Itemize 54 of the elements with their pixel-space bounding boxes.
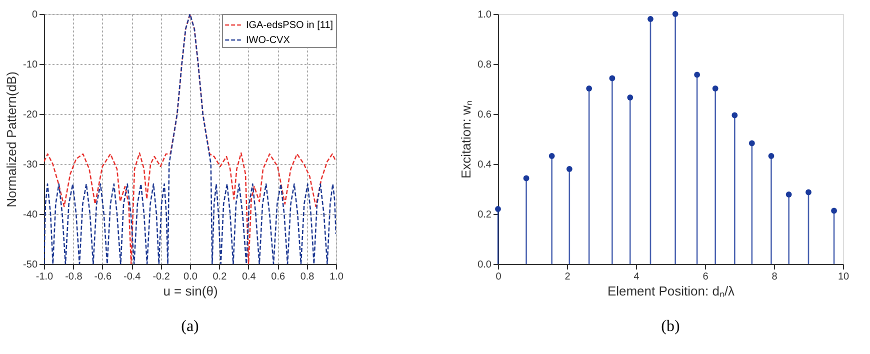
- point: [712, 86, 718, 92]
- y-tick-label: 0.2: [478, 210, 492, 220]
- x-tick-label: 2: [564, 272, 571, 282]
- y-tick-label: 0.6: [478, 110, 492, 120]
- x-tick-label: 10: [838, 272, 850, 282]
- point: [609, 75, 616, 82]
- x-tick-label: 0.8: [300, 272, 315, 282]
- point: [831, 208, 837, 214]
- x-axis-title: u = sin(θ): [163, 284, 218, 298]
- x-tick-label: -1.0: [36, 272, 54, 282]
- point: [548, 153, 555, 159]
- x-tick-label: 6: [702, 272, 709, 282]
- x-tick-label: 1.0: [330, 272, 344, 282]
- x-tick-label: -0.2: [152, 272, 170, 282]
- text: (b): [661, 318, 680, 335]
- point: [523, 175, 530, 182]
- y-tick-label: 0: [32, 10, 38, 20]
- point: [586, 86, 592, 92]
- point: [748, 140, 755, 146]
- y-axis-title: Normalized Pattern(dB): [4, 72, 20, 208]
- y-tick-label: -40: [23, 210, 38, 220]
- y-axis-title: Excitation: wₙ: [458, 100, 474, 178]
- x-tick-label: -0.8: [65, 272, 83, 282]
- x-tick-label: -0.4: [123, 272, 142, 282]
- x-tick-label: 0.0: [184, 272, 198, 282]
- y-tick-label: 1.0: [478, 10, 492, 20]
- y-tick-label: 0.4: [478, 160, 492, 170]
- point: [694, 72, 700, 78]
- y-tick-label: -20: [23, 110, 38, 120]
- point: [672, 11, 678, 17]
- x-tick-label: 4: [634, 272, 640, 282]
- x-tick-label: 0: [496, 272, 502, 282]
- legend-label: IGA-edsPSO in [11]: [246, 20, 334, 31]
- point: [806, 189, 812, 196]
- x-tick-label: 0.2: [212, 272, 228, 282]
- legend-label: IWO-CVX: [246, 35, 290, 46]
- x-tick-label: 8: [772, 272, 778, 282]
- point: [648, 16, 654, 22]
- text: (a): [181, 318, 199, 335]
- point: [566, 166, 572, 172]
- point: [768, 153, 774, 159]
- x-tick-label: 0.4: [242, 272, 256, 282]
- y-tick-label: 0.0: [478, 260, 492, 270]
- y-tick-label: -10: [23, 60, 38, 70]
- point: [732, 112, 738, 118]
- y-tick-label: -30: [23, 160, 38, 170]
- y-tick-label: 0.8: [478, 60, 492, 70]
- x-tick-label: -0.6: [94, 272, 112, 282]
- x-tick-label: 0.6: [271, 272, 286, 282]
- point: [627, 94, 634, 100]
- y-tick-label: -50: [23, 260, 38, 270]
- point: [495, 206, 501, 212]
- point: [786, 192, 792, 198]
- x-axis-title: Element Position: dₙ/λ: [607, 284, 736, 298]
